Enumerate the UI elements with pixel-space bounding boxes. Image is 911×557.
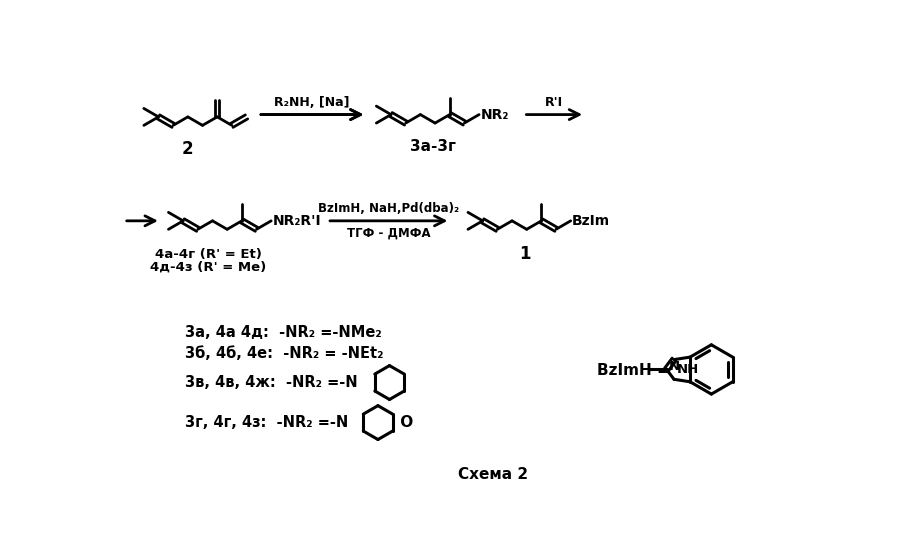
- Text: 3а, 4а 4д:  -NR₂ =-NMe₂: 3а, 4а 4д: -NR₂ =-NMe₂: [186, 325, 383, 340]
- Text: R'I: R'I: [545, 96, 563, 109]
- Text: BzImH =: BzImH =: [598, 364, 675, 379]
- Text: 3в, 4в, 4ж:  -NR₂ =-N: 3в, 4в, 4ж: -NR₂ =-N: [186, 375, 358, 390]
- Text: NH: NH: [676, 364, 699, 377]
- Text: 4а-4г (R' = Et): 4а-4г (R' = Et): [155, 248, 262, 261]
- Text: NR₂R'I: NR₂R'I: [272, 214, 322, 228]
- Text: BzImH, NaH,Pd(dba)₂: BzImH, NaH,Pd(dba)₂: [318, 202, 459, 216]
- Text: 3а-3г: 3а-3г: [411, 139, 456, 154]
- Text: NR₂: NR₂: [481, 108, 509, 121]
- Text: 3б, 4б, 4е:  -NR₂ = -NEt₂: 3б, 4б, 4е: -NR₂ = -NEt₂: [186, 346, 384, 361]
- Text: 3г, 4г, 4з:  -NR₂ =-N: 3г, 4г, 4з: -NR₂ =-N: [186, 415, 349, 430]
- Text: ТГФ - ДМФА: ТГФ - ДМФА: [347, 226, 431, 239]
- Text: BzIm: BzIm: [572, 214, 610, 228]
- Text: 4д-4з (R' = Мe): 4д-4з (R' = Мe): [150, 261, 267, 274]
- Text: 1: 1: [519, 246, 531, 263]
- Text: Схема 2: Схема 2: [458, 467, 528, 482]
- Text: N: N: [669, 360, 680, 373]
- Text: R₂NH, [Na]: R₂NH, [Na]: [274, 96, 350, 109]
- Text: O: O: [394, 415, 414, 430]
- Text: 2: 2: [182, 140, 194, 158]
